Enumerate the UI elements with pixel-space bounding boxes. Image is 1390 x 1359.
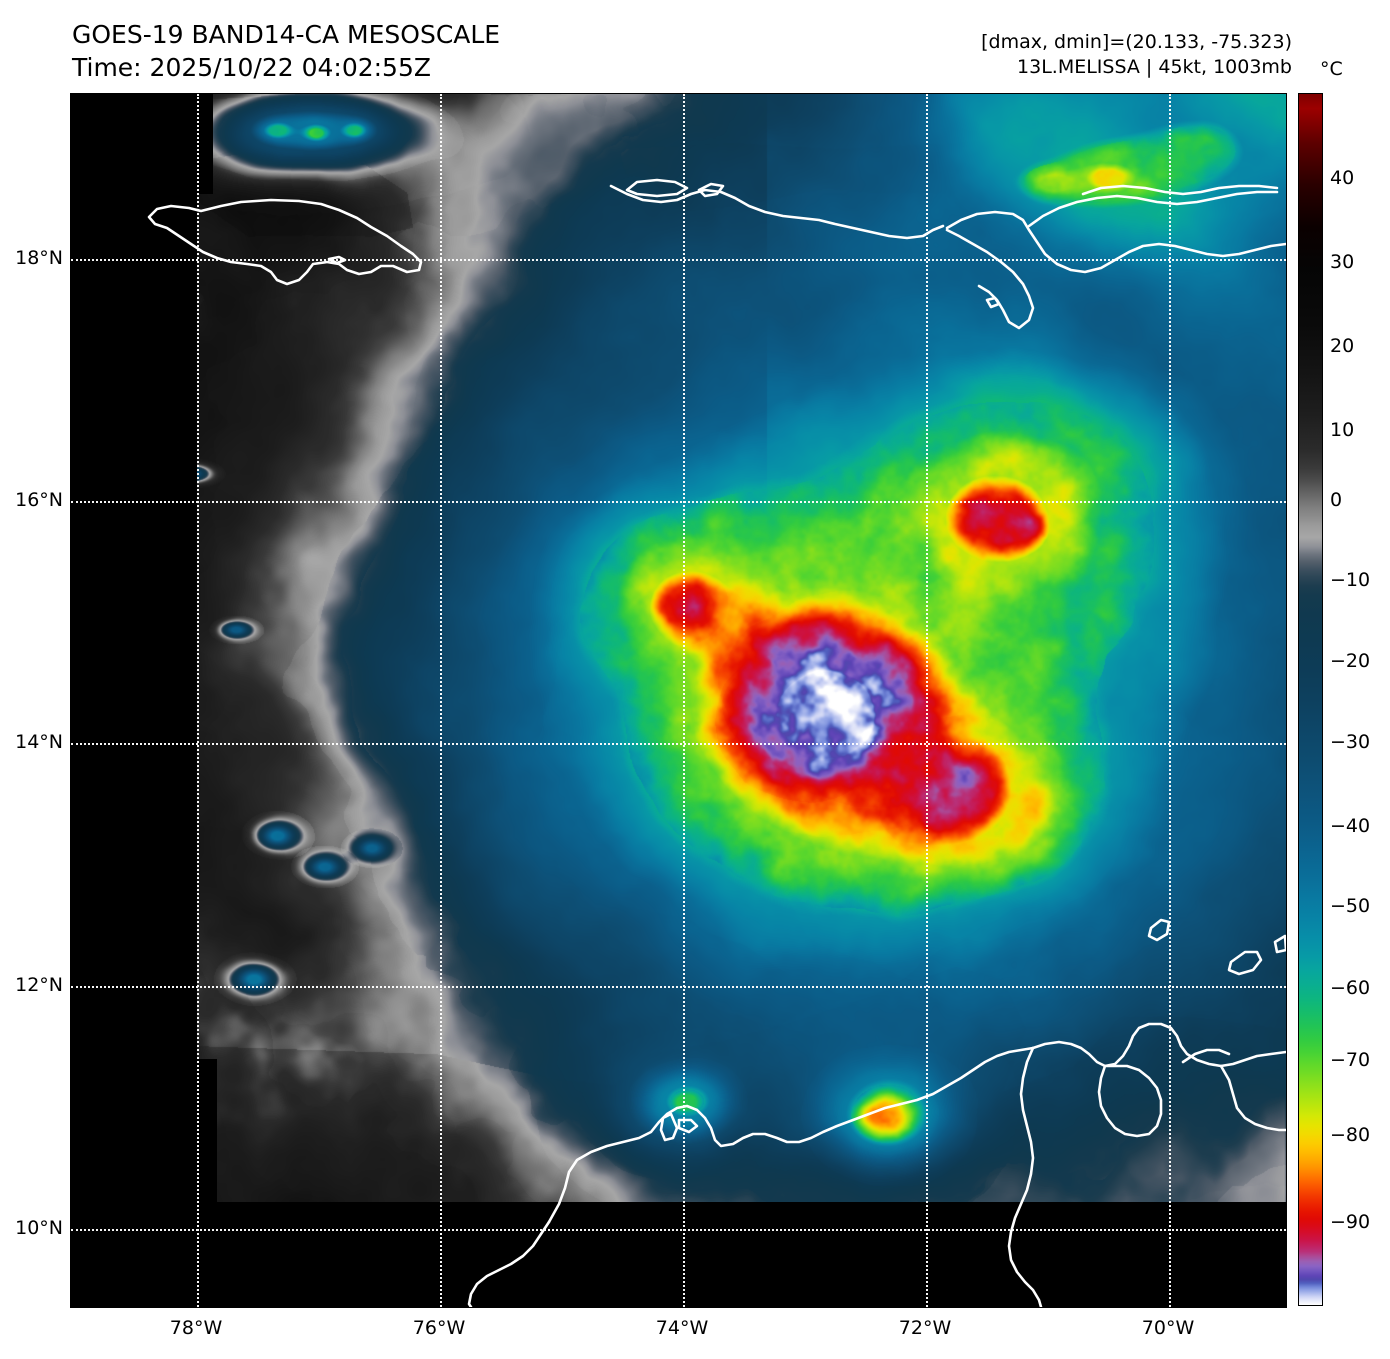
lat-tick-10n: 10°N (15, 1217, 63, 1239)
colorbar-tick-m30: −30 (1330, 731, 1371, 753)
storm-info-label: 13L.MELISSA | 45kt, 1003mb (1017, 55, 1292, 78)
coastline-colombia (547, 1046, 1035, 1224)
coastline-venezuela-east (1219, 1064, 1286, 1132)
colorbar-tick-m10: −10 (1330, 569, 1371, 591)
coastline-hispaniola-south (945, 228, 1035, 330)
coastline-curacao (1227, 950, 1263, 976)
colorbar-tick-30: 30 (1330, 251, 1355, 273)
lon-tick-74w: 74°W (655, 1317, 709, 1339)
lon-tick-76w: 76°W (412, 1317, 466, 1339)
colorbar-tick-m40: −40 (1330, 815, 1371, 837)
colorbar-tick-10: 10 (1330, 419, 1355, 441)
colorbar-tick-m80: −80 (1330, 1124, 1371, 1146)
colorbar-tick-m50: −50 (1330, 895, 1371, 917)
coastline-maracaibo (1097, 1064, 1163, 1138)
coastline-hispaniola (945, 210, 1286, 274)
timestamp-label: Time: 2025/10/22 04:02:55Z (72, 53, 431, 82)
coastline-colombia-west (467, 1220, 551, 1307)
lon-tick-78w: 78°W (169, 1317, 223, 1339)
coastline-jamaica (147, 198, 423, 286)
lat-tick-12n: 12°N (15, 974, 63, 996)
colorbar-tick-m20: −20 (1330, 650, 1371, 672)
lat-tick-14n: 14°N (15, 731, 63, 753)
colorbar-tick-0: 0 (1330, 489, 1343, 511)
no-data-region-top-left (197, 94, 213, 194)
satellite-imagery-canvas (71, 94, 1286, 1307)
lat-tick-18n: 18°N (15, 247, 63, 269)
colorbar-tick-m60: −60 (1330, 977, 1371, 999)
page-title: GOES-19 BAND14-CA MESOSCALE (72, 20, 501, 49)
no-data-region-lower-left (197, 1059, 217, 1209)
infrared-brightness-temperature-raster (71, 94, 1286, 1307)
lat-tick-16n: 16°N (15, 489, 63, 511)
no-data-region-bottom (71, 1202, 1286, 1307)
colorbar-tick-40: 40 (1330, 167, 1355, 189)
coastline-hispaniola-north (1027, 190, 1279, 228)
coastline-bonaire (1273, 934, 1286, 954)
coastline-colombia-peninsula (659, 1112, 679, 1142)
colorbar-unit-label: °C (1320, 58, 1343, 80)
coastline-venezuela-south (1007, 1046, 1043, 1307)
title-block: GOES-19 BAND14-CA MESOSCALE Time: 2025/1… (72, 18, 500, 84)
coastline-cuba-south (609, 184, 945, 240)
coastline-guajira (1031, 1022, 1286, 1068)
lon-tick-72w: 72°W (898, 1317, 952, 1339)
lon-tick-70w: 70°W (1141, 1317, 1195, 1339)
satellite-image-plot[interactable]: Copyright © 2020-2025 Dapiya (70, 93, 1287, 1308)
coastline-hispaniola-ne (1081, 184, 1279, 196)
colorbar-tick-m90: −90 (1330, 1211, 1371, 1233)
coastline-venezuela-coast (1181, 1048, 1231, 1064)
coastline-colombia-lagoon (677, 1118, 699, 1134)
colorbar-tick-m70: −70 (1330, 1049, 1371, 1071)
no-data-region-left (71, 94, 197, 1307)
coastline-cuba-inlet (697, 182, 725, 198)
colorbar-tick-20: 20 (1330, 335, 1355, 357)
coastline-cuba-bay (625, 178, 689, 198)
coastline-aruba (1147, 918, 1171, 942)
data-minmax-label: [dmax, dmin]=(20.133, -75.323) (981, 31, 1292, 53)
metadata-block: [dmax, dmin]=(20.133, -75.323) 13L.MELIS… (981, 30, 1292, 79)
temperature-colorbar (1298, 93, 1323, 1306)
coastline-hispaniola-islet (985, 296, 1001, 309)
coastline-overlay (147, 178, 1286, 1307)
